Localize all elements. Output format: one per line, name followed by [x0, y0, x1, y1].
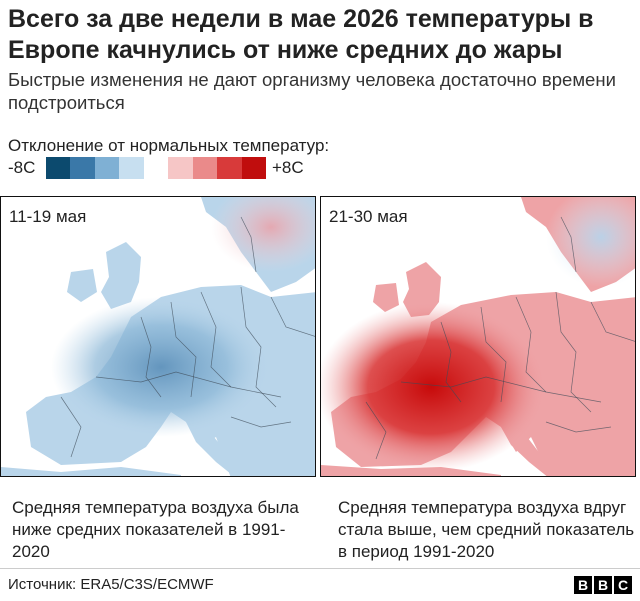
europe-map-cold	[1, 197, 315, 476]
caption-left: Средняя температура воздуха была ниже ср…	[12, 498, 299, 561]
page-subtitle: Быстрые изменения не дают организму чело…	[8, 69, 616, 113]
cold-anomaly-core	[51, 297, 271, 437]
bbc-logo-letter: C	[614, 576, 632, 594]
legend-color-step	[241, 157, 267, 179]
period-label-left: 11-19 мая	[9, 207, 87, 226]
source-note: Источник: ERA5/C3S/ECMWF	[8, 576, 214, 593]
heat-anomaly-core	[321, 302, 546, 472]
footer-divider	[0, 568, 640, 569]
legend-color-step	[192, 157, 218, 179]
legend-color-scale	[46, 157, 267, 179]
country-borders	[365, 216, 635, 460]
legend-color-step	[168, 157, 194, 179]
legend-color-step	[143, 157, 169, 179]
legend-color-step	[217, 157, 243, 179]
great-britain	[101, 242, 141, 309]
legend-max-label: +8C	[272, 158, 304, 177]
map-panel-may-21-30: 21-30 мая	[320, 196, 636, 477]
legend-color-step	[119, 157, 145, 179]
legend-color-step	[46, 157, 71, 179]
cool-anomaly-north	[546, 197, 635, 287]
italy	[186, 422, 246, 476]
bbc-logo-letter: B	[594, 576, 612, 594]
legend-color-step	[94, 157, 120, 179]
map-panel-may-11-19: 11-19 мая	[0, 196, 316, 477]
legend-min-label: -8C	[8, 158, 36, 177]
bbc-logo: B B C	[574, 576, 632, 594]
caption-right: Средняя температура воздуха вдруг стала …	[338, 498, 635, 561]
north-africa	[1, 467, 181, 476]
page-title: Всего за две недели в мае 2026 температу…	[8, 5, 594, 64]
legend-color-step	[70, 157, 96, 179]
ireland	[373, 283, 399, 312]
period-label-right: 21-30 мая	[329, 207, 408, 226]
warm-anomaly-north	[211, 197, 315, 272]
bbc-logo-letter: B	[574, 576, 592, 594]
legend-title: Отклонение от нормальных температур:	[8, 136, 330, 155]
europe-map-hot	[321, 197, 635, 476]
ireland	[67, 269, 97, 302]
country-borders	[60, 216, 315, 458]
